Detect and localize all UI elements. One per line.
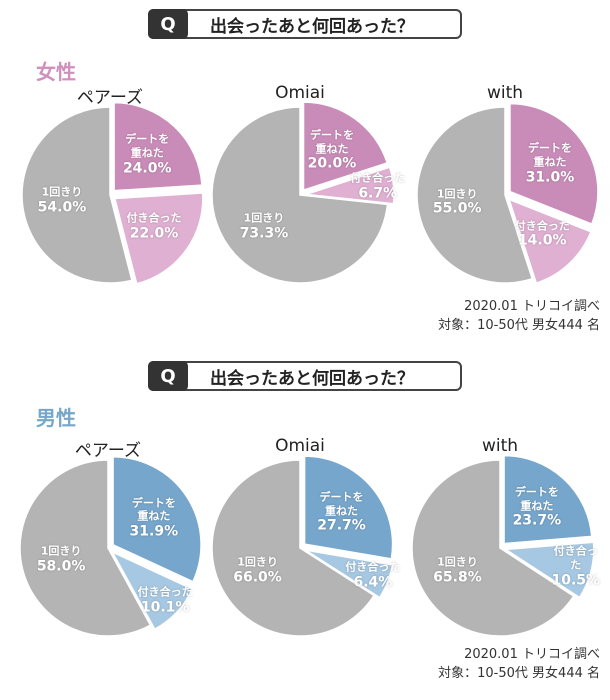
chart-title: Omiai	[275, 436, 325, 456]
slice-label: 付き合った 10.1%	[138, 586, 193, 617]
pie-slice	[211, 106, 389, 284]
slice-label: 1回きり 73.3%	[240, 212, 289, 243]
chart-title: with	[486, 83, 524, 103]
slice-label: 1回きり 58.0%	[37, 544, 86, 575]
value-label: 22.0%	[129, 225, 179, 242]
slice-label: 1回きり 55.0%	[433, 187, 482, 218]
category-label: デートを 重ねた	[125, 132, 170, 160]
pie-slice	[303, 455, 394, 560]
pie-slice	[507, 198, 592, 285]
pie-slice	[503, 541, 595, 599]
value-label: 10.1%	[140, 599, 190, 616]
value-label: 73.3%	[239, 225, 289, 242]
slice-label: 付き合った 6.7%	[350, 171, 405, 202]
category-label: デートを 重ねた	[319, 490, 364, 518]
slice-label: 1回きり 54.0%	[38, 185, 87, 216]
question: 出会ったあと何回あった？	[210, 368, 414, 389]
slice-label: 付き合った 14.0%	[515, 219, 570, 250]
category-label: 付き合った	[350, 171, 406, 185]
category-label: 付き合った	[514, 219, 570, 233]
value-label: 20.0%	[307, 155, 357, 172]
value-label: 66.0%	[233, 569, 282, 586]
slice-label: デートを 重ねた 24.0%	[123, 133, 172, 178]
category-label: 1回きり	[437, 555, 478, 569]
category-label: デートを 重ねた	[527, 141, 572, 169]
pie-slice	[19, 459, 152, 637]
slice-label: デートを 重ねた 20.0%	[308, 128, 357, 173]
pie-slice	[21, 106, 133, 284]
slice-label: デートを 重ねた 23.7%	[513, 485, 562, 530]
slice-label: 1回きり 66.0%	[233, 556, 282, 587]
pie-slice	[411, 459, 575, 637]
slice-label: デートを 重ねた 31.0%	[526, 142, 575, 187]
question-box: Q 出会ったあと何回あった？	[148, 9, 462, 39]
chart-title: ペアーズ	[74, 441, 142, 461]
category-label: 付き合った	[126, 211, 182, 225]
group-label: 女性	[36, 60, 76, 84]
chart-title: ペアーズ	[76, 88, 144, 108]
pie-slice	[113, 101, 203, 192]
chart-title: Omiai	[275, 83, 325, 103]
slice-label: 付き合った 10.5%	[551, 545, 600, 590]
pie-slice	[305, 166, 395, 205]
source: 2020.01 トリコイ調べ	[464, 647, 600, 662]
pie-slice	[503, 454, 593, 545]
category-label: デートを 重ねた	[514, 485, 559, 513]
category-label: 1回きり	[436, 186, 478, 200]
pie-slice	[302, 101, 389, 192]
value-label: 6.7%	[358, 185, 398, 202]
category-label: デートを 重ねた	[309, 128, 354, 156]
category-label: 1回きり	[40, 544, 82, 558]
value-label: 65.8%	[433, 569, 482, 586]
slice-label: デートを 重ねた 31.9%	[130, 496, 179, 541]
source: 2020.01 トリコイ調べ	[464, 299, 600, 314]
pie-slice	[113, 192, 204, 285]
slice-label: デートを 重ねた 27.7%	[317, 490, 366, 535]
slice-label: 付き合った 22.0%	[127, 211, 182, 242]
category-label: 付き合った	[553, 544, 598, 572]
pie-slice	[305, 549, 394, 599]
category-label: 付き合った	[137, 585, 193, 599]
pie-slice	[211, 459, 376, 637]
q-mark: Q	[148, 361, 188, 391]
sample: 対象：10-50代 男女444 名	[438, 666, 600, 681]
value-label: 54.0%	[37, 199, 87, 216]
question-box: Q 出会ったあと何回あった？	[148, 361, 462, 391]
category-label: 1回きり	[41, 185, 83, 199]
value-label: 27.7%	[317, 517, 366, 534]
pie-slice	[112, 456, 202, 583]
sample: 対象：10-50代 男女444 名	[438, 318, 600, 333]
category-label: 付き合った	[345, 560, 401, 574]
value-label: 24.0%	[122, 160, 172, 177]
category-label: 1回きり	[243, 211, 285, 225]
value-label: 55.0%	[432, 200, 482, 217]
value-label: 6.4%	[353, 574, 393, 591]
q-mark: Q	[148, 9, 188, 39]
pie-slice	[110, 550, 194, 631]
pie-slice	[509, 102, 599, 225]
value-label: 10.5%	[551, 572, 601, 589]
value-label: 14.0%	[517, 232, 567, 249]
value-label: 58.0%	[36, 558, 86, 575]
group-label: 男性	[36, 406, 76, 430]
value-label: 31.9%	[129, 523, 179, 540]
pie-slice	[416, 106, 534, 284]
category-label: 1回きり	[237, 555, 278, 569]
value-label: 31.0%	[525, 169, 575, 186]
question: 出会ったあと何回あった？	[210, 16, 414, 37]
slice-label: 1回きり 65.8%	[433, 555, 482, 586]
chart-title: with	[481, 436, 519, 456]
value-label: 23.7%	[512, 512, 562, 529]
slice-label: 付き合った 6.4%	[345, 561, 400, 592]
category-label: デートを 重ねた	[131, 496, 176, 523]
